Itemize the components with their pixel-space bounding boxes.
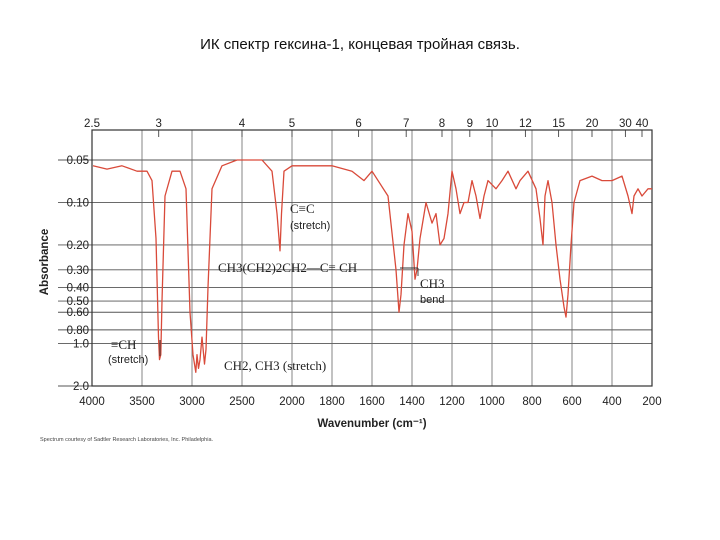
x-tick-labels-wavenumber: 4000 3500 3000 2500 2000 1800 1600 1400 1200 1000…	[79, 396, 661, 408]
x-tick-label: 3000	[179, 396, 205, 408]
top-tick-label: 9	[467, 118, 473, 130]
top-tick-label: 15	[552, 118, 565, 130]
spectrum-line-0	[92, 159, 652, 373]
top-tick-label: 6	[355, 118, 361, 130]
annotation-sublabel: (stretch)	[290, 220, 330, 232]
x-tick-label: 2000	[279, 396, 305, 408]
spectrum-credit: Spectrum courtesy of Sadtler Research La…	[40, 437, 214, 443]
spectrum-series	[92, 159, 652, 373]
x-tick-labels-micrometers: 2.5 3 4 5 6 7 8 9 10 12 15 20 30 40	[84, 118, 648, 130]
chart-annotations: C≡C (stretch) CH3(CH2)2CH2—C≡ CH CH3 bend ≡CH…	[108, 201, 445, 373]
x-tick-label: 4000	[79, 396, 105, 408]
chart-grid	[58, 130, 653, 387]
annotation-sublabel: bend	[420, 294, 444, 306]
annotation-label: CH2, CH3 (stretch)	[224, 358, 326, 373]
top-tick-label: 7	[403, 118, 409, 130]
y-tick-label: 1.0	[73, 339, 89, 351]
annotation-sublabel: (stretch)	[108, 354, 148, 366]
annotation-label: ≡CH	[111, 337, 136, 352]
top-tick-label: 10	[486, 118, 499, 130]
y-tick-label: 0.60	[67, 307, 89, 319]
x-tick-label: 2500	[229, 396, 255, 408]
x-tick-label: 1400	[399, 396, 425, 408]
x-axis-label: Wavenumber (cm⁻¹)	[317, 418, 426, 430]
y-tick-label: 0.40	[67, 282, 89, 294]
x-tick-label: 1000	[479, 396, 505, 408]
top-tick-label: 4	[239, 118, 246, 130]
annotation-label: CH3	[420, 276, 445, 291]
top-tick-label: 40	[636, 118, 649, 130]
top-tick-label: 5	[289, 118, 295, 130]
top-tick-label: 30	[619, 118, 632, 130]
y-tick-label: 0.20	[67, 240, 89, 252]
x-tick-label: 400	[602, 396, 621, 408]
y-tick-label: 0.30	[67, 265, 89, 277]
top-tick-label: 2.5	[84, 118, 100, 130]
top-tick-label: 20	[586, 118, 599, 130]
y-axis-label: Absorbance	[39, 229, 51, 295]
annotation-label: C≡C	[290, 201, 315, 216]
plot-frame	[91, 129, 653, 387]
x-tick-label: 800	[522, 396, 541, 408]
x-tick-label: 3500	[129, 396, 155, 408]
x-tick-label: 1200	[439, 396, 465, 408]
y-tick-label: 0.05	[67, 155, 89, 167]
y-tick-label: 0.50	[67, 296, 89, 308]
y-tick-label: 2.0	[73, 381, 89, 393]
y-tick-label: 0.10	[67, 197, 89, 209]
top-tick-label: 3	[155, 118, 161, 130]
y-tick-labels: 0.05 0.10 0.20 0.30 0.40 0.500.60 0.80 1.0 2.0	[67, 155, 89, 393]
x-tick-label: 600	[562, 396, 581, 408]
y-tick-label: 0.80	[67, 325, 89, 337]
top-tick-label: 8	[439, 118, 445, 130]
x-tick-label: 200	[642, 396, 661, 408]
slide-title: ИК спектр гексина-1, концевая тройная св…	[200, 36, 520, 53]
x-tick-label: 1600	[359, 396, 385, 408]
x-tick-label: 1800	[319, 396, 345, 408]
annotation-label: CH3(CH2)2CH2—C≡ CH	[218, 260, 357, 275]
top-tick-label: 12	[519, 118, 532, 130]
chart-frame	[91, 129, 653, 387]
